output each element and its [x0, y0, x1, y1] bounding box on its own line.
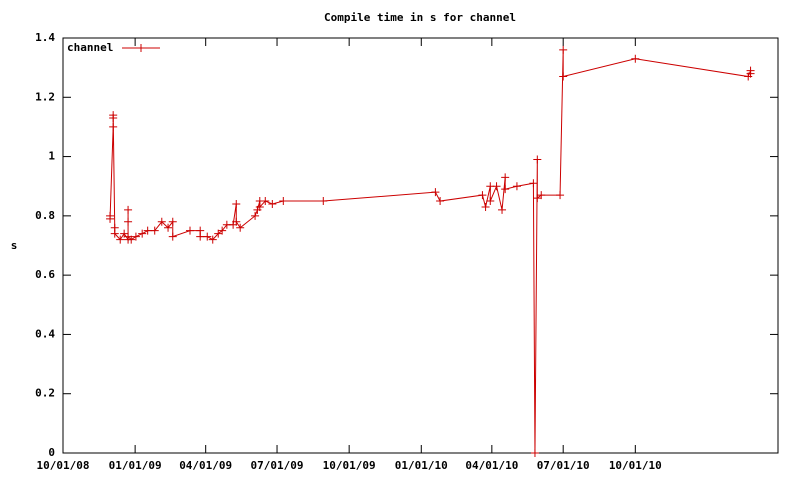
- data-point: [436, 197, 445, 206]
- data-point: [186, 226, 195, 235]
- data-point: [150, 226, 159, 235]
- data-point: [533, 155, 542, 164]
- data-point: [559, 72, 568, 81]
- x-tick-label: 04/01/09: [179, 459, 232, 472]
- chart-title: Compile time in s for channel: [324, 11, 516, 24]
- data-point: [218, 226, 227, 235]
- x-tick-label: 01/01/10: [395, 459, 448, 472]
- data-point: [319, 197, 328, 206]
- data-point: [143, 226, 152, 235]
- data-point: [268, 200, 277, 208]
- data-point: [138, 229, 147, 238]
- data-point: [492, 182, 501, 191]
- data-point: [501, 185, 510, 194]
- data-point: [124, 217, 133, 226]
- x-tick-label: 10/01/10: [609, 459, 662, 472]
- y-tick-label: 1.4: [35, 31, 55, 44]
- y-axis-label: s: [11, 239, 18, 252]
- y-tick-label: 0.2: [35, 387, 55, 400]
- data-point: [106, 214, 115, 223]
- data-point: [110, 229, 119, 238]
- data-point: [486, 197, 495, 206]
- data-point: [164, 223, 173, 232]
- data-point: [251, 211, 260, 220]
- data-point: [478, 191, 487, 200]
- data-point: [481, 202, 490, 211]
- data-point: [529, 179, 538, 188]
- data-point: [501, 173, 510, 182]
- data-point: [127, 235, 136, 244]
- x-tick-label: 01/01/09: [109, 459, 162, 472]
- data-point: [124, 205, 133, 214]
- data-point: [196, 232, 205, 241]
- data-point: [232, 217, 241, 226]
- data-point: [131, 232, 140, 241]
- data-point: [109, 122, 118, 131]
- legend-marker: [137, 44, 145, 52]
- x-tick-label: 04/01/10: [465, 459, 518, 472]
- data-point: [530, 449, 539, 457]
- data-point: [168, 217, 177, 226]
- x-tick-label: 10/01/08: [37, 459, 90, 472]
- y-tick-label: 1: [48, 150, 55, 163]
- x-tick-label: 10/01/09: [323, 459, 376, 472]
- data-point: [157, 217, 166, 226]
- y-tick-label: 0: [48, 446, 55, 459]
- data-point: [631, 54, 640, 63]
- y-tick-label: 0.8: [35, 209, 55, 222]
- x-tick-label: 07/01/09: [251, 459, 304, 472]
- data-point: [116, 235, 125, 244]
- data-point: [559, 45, 568, 54]
- data-point: [512, 182, 521, 191]
- legend-label: channel: [67, 41, 113, 54]
- data-point: [255, 202, 264, 211]
- data-point: [537, 191, 546, 200]
- plot-frame: [62, 37, 779, 454]
- data-point: [431, 188, 440, 197]
- y-tick-label: 0.6: [35, 268, 55, 281]
- data-point: [208, 235, 217, 244]
- y-tick-label: 1.2: [35, 90, 55, 103]
- data-point: [746, 69, 755, 78]
- data-point: [261, 197, 270, 206]
- x-tick-label: 07/01/10: [537, 459, 590, 472]
- data-point: [109, 111, 118, 120]
- data-point: [232, 200, 241, 208]
- data-point: [236, 223, 245, 232]
- data-point: [168, 232, 177, 241]
- data-point: [279, 197, 288, 206]
- data-point: [556, 191, 565, 200]
- data-point: [498, 205, 507, 214]
- y-tick-label: 0.4: [35, 327, 55, 340]
- data-point: [203, 232, 212, 241]
